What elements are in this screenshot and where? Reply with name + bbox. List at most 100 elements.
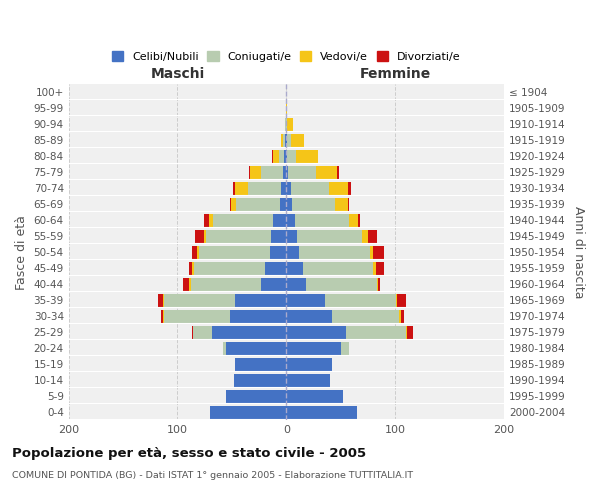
Bar bbox=[209, 214, 214, 227]
Bar bbox=[223, 342, 226, 355]
Bar bbox=[183, 278, 190, 291]
Bar bbox=[280, 198, 286, 211]
Bar bbox=[286, 150, 287, 163]
Bar bbox=[406, 326, 407, 339]
Bar bbox=[163, 310, 164, 323]
Bar bbox=[236, 198, 280, 211]
Bar bbox=[335, 198, 349, 211]
Y-axis label: Fasce di età: Fasce di età bbox=[15, 215, 28, 290]
Bar bbox=[286, 214, 295, 227]
Legend: Celibi/Nubili, Coniugati/e, Vedovi/e, Divorziati/e: Celibi/Nubili, Coniugati/e, Vedovi/e, Di… bbox=[107, 46, 465, 66]
Bar bbox=[378, 278, 380, 291]
Bar bbox=[273, 214, 286, 227]
Bar bbox=[397, 294, 406, 307]
Bar bbox=[287, 150, 296, 163]
Bar bbox=[286, 230, 297, 243]
Bar bbox=[286, 294, 325, 307]
Text: COMUNE DI PONTIDA (BG) - Dati ISTAT 1° gennaio 2005 - Elaborazione TUTTITALIA.IT: COMUNE DI PONTIDA (BG) - Dati ISTAT 1° g… bbox=[12, 470, 413, 480]
Bar bbox=[306, 278, 377, 291]
Bar bbox=[281, 182, 286, 195]
Bar bbox=[316, 166, 337, 179]
Bar bbox=[261, 166, 283, 179]
Bar bbox=[226, 342, 286, 355]
Bar bbox=[407, 326, 413, 339]
Bar bbox=[230, 310, 286, 323]
Bar bbox=[164, 294, 235, 307]
Bar bbox=[191, 246, 197, 259]
Bar bbox=[271, 230, 286, 243]
Bar bbox=[297, 230, 362, 243]
Bar bbox=[349, 214, 358, 227]
Bar bbox=[401, 310, 404, 323]
Text: Maschi: Maschi bbox=[151, 68, 205, 82]
Bar bbox=[286, 406, 357, 418]
Bar bbox=[370, 246, 373, 259]
Bar bbox=[272, 150, 273, 163]
Bar bbox=[283, 134, 285, 147]
Bar bbox=[286, 358, 332, 371]
Bar bbox=[194, 262, 265, 275]
Text: Popolazione per età, sesso e stato civile - 2005: Popolazione per età, sesso e stato civil… bbox=[12, 448, 366, 460]
Bar bbox=[191, 262, 194, 275]
Bar bbox=[396, 294, 397, 307]
Bar bbox=[231, 198, 236, 211]
Bar bbox=[286, 262, 302, 275]
Bar bbox=[362, 230, 368, 243]
Bar bbox=[195, 230, 203, 243]
Bar bbox=[285, 118, 286, 131]
Bar bbox=[368, 230, 377, 243]
Bar bbox=[191, 278, 261, 291]
Bar bbox=[286, 326, 346, 339]
Bar bbox=[285, 134, 286, 147]
Bar bbox=[273, 150, 278, 163]
Bar bbox=[332, 310, 400, 323]
Bar bbox=[265, 262, 286, 275]
Bar bbox=[286, 342, 341, 355]
Bar bbox=[226, 390, 286, 402]
Bar bbox=[337, 166, 338, 179]
Bar bbox=[286, 198, 292, 211]
Bar bbox=[235, 294, 286, 307]
Bar bbox=[289, 166, 316, 179]
Bar bbox=[161, 310, 163, 323]
Bar bbox=[270, 246, 286, 259]
Text: Femmine: Femmine bbox=[359, 68, 431, 82]
Bar bbox=[287, 134, 290, 147]
Bar bbox=[235, 358, 286, 371]
Bar bbox=[164, 310, 230, 323]
Bar bbox=[373, 262, 376, 275]
Bar bbox=[281, 134, 283, 147]
Bar bbox=[325, 294, 396, 307]
Bar bbox=[214, 214, 273, 227]
Bar bbox=[248, 182, 281, 195]
Bar bbox=[286, 374, 330, 386]
Bar bbox=[199, 246, 270, 259]
Bar bbox=[329, 182, 349, 195]
Bar bbox=[290, 134, 304, 147]
Bar bbox=[286, 102, 287, 115]
Bar bbox=[233, 182, 235, 195]
Bar bbox=[346, 326, 406, 339]
Bar bbox=[377, 278, 378, 291]
Bar bbox=[261, 278, 286, 291]
Bar bbox=[230, 198, 231, 211]
Bar bbox=[206, 230, 271, 243]
Bar bbox=[193, 326, 212, 339]
Bar bbox=[212, 326, 286, 339]
Bar bbox=[376, 262, 384, 275]
Bar bbox=[292, 198, 335, 211]
Bar bbox=[203, 214, 209, 227]
Bar bbox=[235, 182, 248, 195]
Bar bbox=[299, 246, 370, 259]
Bar bbox=[190, 262, 191, 275]
Bar bbox=[286, 246, 299, 259]
Bar bbox=[286, 118, 287, 131]
Bar bbox=[302, 262, 373, 275]
Bar bbox=[286, 166, 289, 179]
Bar bbox=[400, 310, 401, 323]
Bar bbox=[203, 230, 206, 243]
Bar bbox=[286, 134, 287, 147]
Bar bbox=[286, 390, 343, 402]
Bar bbox=[210, 406, 286, 418]
Bar bbox=[287, 118, 293, 131]
